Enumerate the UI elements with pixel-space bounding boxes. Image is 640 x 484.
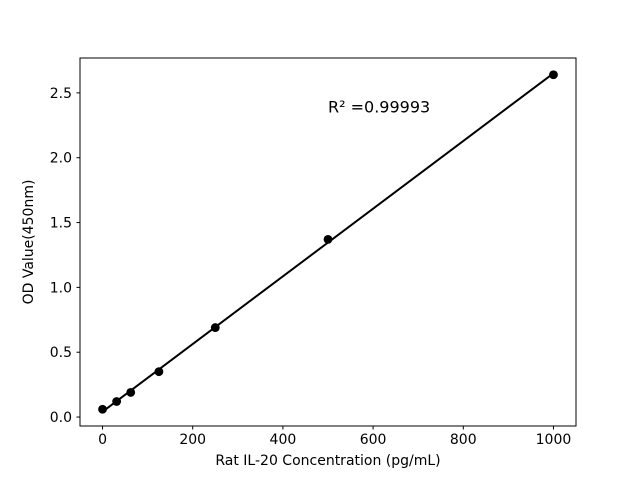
axes-spines: [79, 57, 577, 427]
data-point: [126, 388, 136, 397]
x-tick-label: 800: [450, 432, 477, 448]
y-tick-label: 0.5: [50, 345, 72, 361]
y-tick-label: 2.5: [50, 86, 72, 102]
data-point: [98, 404, 107, 414]
r-squared-annotation: R² =0.99993: [328, 97, 430, 116]
x-tick-label: 200: [179, 432, 206, 448]
data-point: [154, 367, 164, 377]
x-tick-label: 0: [98, 432, 107, 448]
data-point: [323, 235, 333, 244]
y-axis-label: OD Value(450nm): [21, 180, 37, 305]
axes-layer: 0 200 400 600 800 1000 0.0 0.5 1.0 1.5 2.0 2.5: [50, 57, 577, 448]
y-tick-label: 1.0: [50, 280, 72, 296]
data-point: [112, 397, 122, 406]
data-point: [210, 323, 220, 332]
x-axis-label: Rat IL-20 Concentration (pg/mL): [215, 453, 440, 469]
y-tick-label: 2.0: [50, 151, 72, 167]
x-tick-label: 400: [270, 432, 297, 448]
x-tick-label: 600: [360, 432, 387, 448]
y-tick-label: 0.0: [50, 410, 72, 426]
y-tick-label: 1.5: [50, 215, 72, 231]
scatter-points-layer: [98, 70, 558, 414]
data-point: [549, 70, 558, 80]
x-tick-label: 1000: [536, 432, 572, 448]
